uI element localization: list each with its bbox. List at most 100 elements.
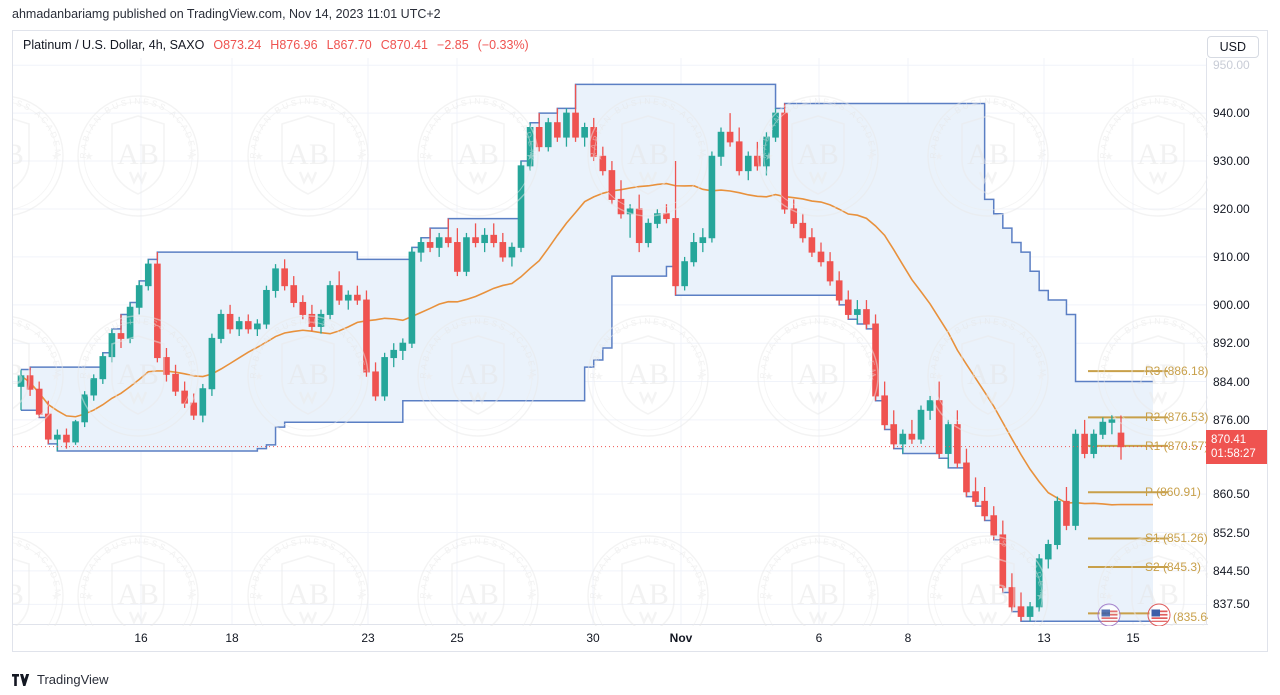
candle [108, 333, 116, 358]
time-tick-16: 16 [134, 631, 148, 645]
candle [817, 251, 825, 263]
candle [426, 242, 434, 248]
candle [981, 500, 988, 517]
candle [454, 242, 461, 272]
candle [881, 395, 888, 426]
ohlc-close: C870.41 [380, 38, 429, 52]
candle [863, 309, 870, 325]
price-tick-844-50: 844.50 [1213, 563, 1250, 578]
candle [790, 208, 798, 224]
price-tick-900-00: 900.00 [1213, 297, 1250, 312]
candle [799, 222, 807, 239]
bar-countdown: 01:58:27 [1211, 447, 1256, 460]
pivot-label-p: P (860.91) [1145, 485, 1201, 500]
ohlc-open: O873.24 [213, 38, 262, 52]
candle [708, 155, 716, 239]
candle [335, 285, 343, 301]
candle [526, 127, 534, 167]
ohlc-low: L867.70 [326, 38, 372, 52]
time-tick-6: 6 [815, 631, 823, 645]
candle [1090, 433, 1098, 454]
candle [635, 208, 643, 244]
candle [663, 213, 670, 220]
candle [563, 112, 570, 138]
price-axis[interactable]: 950.00 940.00 930.00 920.00 910.00 900.00 892.… [1206, 58, 1267, 626]
candle [826, 261, 834, 282]
candle [654, 213, 661, 224]
candle [217, 313, 225, 339]
us-flag-marker[interactable] [1147, 603, 1171, 626]
plot-area[interactable]: ARABIAN BUSINESS ACADEMYAB★★ARABIAN BUSI… [13, 58, 1208, 626]
candle [63, 434, 70, 443]
ohlc-change-percent: (−0.33%) [477, 38, 529, 52]
candle [1108, 419, 1116, 423]
candle [681, 261, 688, 287]
candle [54, 434, 61, 440]
pivot-label-s1: S1 (851.26) [1145, 531, 1208, 546]
candle [281, 268, 288, 287]
price-tick-884-00: 884.00 [1213, 374, 1250, 389]
us-flag-marker-secondary[interactable] [1097, 603, 1121, 626]
candle [99, 356, 107, 380]
price-tick-950-00: 950.00 [1213, 58, 1250, 73]
price-tick-940-00: 940.00 [1213, 106, 1250, 121]
price-tick-892-00: 892.00 [1213, 336, 1250, 351]
candle [499, 242, 507, 258]
candle [544, 122, 552, 148]
candle [690, 242, 698, 263]
publish-text: ahmadanbariamg published on TradingView.… [12, 7, 441, 21]
candle [699, 237, 707, 244]
candle [972, 491, 979, 502]
candle [272, 268, 279, 291]
chart-frame: Platinum / U.S. Dollar, 4h, SAXO O873.24… [12, 30, 1268, 652]
candle [554, 122, 561, 138]
candle [935, 400, 943, 454]
candle [263, 289, 270, 325]
candle [581, 127, 588, 138]
candle [608, 170, 616, 200]
candle [1081, 433, 1088, 454]
candle [572, 112, 579, 138]
candle [599, 155, 607, 172]
pivot-label-r1: R1 (870.57) [1145, 438, 1208, 453]
candle [81, 394, 88, 423]
candle [735, 141, 743, 172]
candle [754, 155, 761, 167]
candle [535, 127, 543, 148]
candle [408, 251, 416, 344]
candle [899, 433, 907, 445]
time-tick-15: 15 [1126, 631, 1140, 645]
candle [1072, 433, 1079, 526]
candle [363, 299, 370, 373]
candle [17, 375, 25, 387]
candle [308, 313, 316, 327]
time-tick-25: 25 [450, 631, 464, 645]
candle [435, 237, 443, 248]
price-tick-920-00: 920.00 [1213, 201, 1250, 216]
candle [26, 375, 34, 390]
candle [399, 342, 407, 351]
candle [381, 357, 388, 397]
candle [126, 306, 134, 339]
candle [44, 413, 52, 440]
donchian-lower-band [21, 265, 1153, 622]
candle [235, 321, 243, 330]
chart-legend: Platinum / U.S. Dollar, 4h, SAXO O873.24… [23, 38, 529, 52]
candle [908, 433, 916, 440]
candle [190, 402, 198, 416]
price-tick-930-00: 930.00 [1213, 154, 1250, 169]
candle [1008, 587, 1016, 608]
candle [672, 218, 679, 287]
symbol-title[interactable]: Platinum / U.S. Dollar, 4h, SAXO [23, 38, 205, 52]
pivot-label-r2: R2 (876.53) [1145, 410, 1208, 425]
time-axis[interactable]: 16 18 23 25 30 Nov 6 8 13 15 [13, 624, 1208, 651]
candle [517, 165, 525, 248]
candle [626, 208, 634, 215]
candle [317, 313, 325, 327]
donchian-channel-fill [21, 84, 1153, 622]
candle [154, 263, 161, 359]
candle [854, 309, 861, 315]
currency-badge[interactable]: USD [1206, 36, 1259, 58]
time-tick-Nov: Nov [669, 631, 693, 645]
